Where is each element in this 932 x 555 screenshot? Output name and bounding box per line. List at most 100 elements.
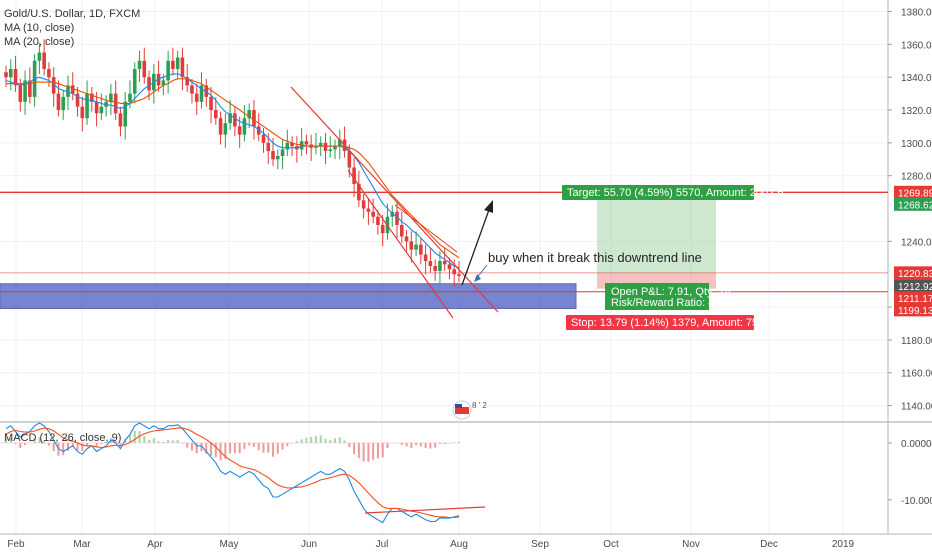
candle-body	[132, 68, 137, 94]
candle	[457, 261, 461, 283]
price-badge-bg	[894, 291, 932, 305]
candle-body	[376, 216, 380, 225]
logo-text: 8 ' 2	[472, 401, 487, 410]
target-label[interactable]: Target: 55.70 (4.59%) 5570, Amount: 2002…	[562, 185, 783, 200]
breakout-arrow[interactable]	[461, 200, 493, 286]
stop-label-text: Stop: 13.79 (1.14%) 1379, Amount: 751.78	[571, 317, 780, 329]
time-tick-label: Jun	[301, 539, 317, 550]
candle	[404, 229, 409, 252]
candle-body	[199, 85, 204, 102]
trade-position[interactable]	[597, 192, 716, 289]
price-badge[interactable]: 1199.13	[894, 303, 932, 317]
candle	[32, 54, 37, 107]
candle-body	[442, 261, 447, 265]
candle	[361, 193, 366, 219]
candle	[18, 78, 23, 112]
macd-legend[interactable]: MACD (12, 26, close, 9)	[4, 432, 122, 444]
candle-body	[290, 142, 294, 147]
candle-body	[51, 77, 56, 94]
price-badge[interactable]: 1269.89	[894, 185, 932, 200]
macd-divergence-line[interactable]	[364, 506, 486, 514]
annotation-text[interactable]: buy when it break this downtrend line	[488, 250, 702, 265]
candle	[166, 50, 170, 94]
candle	[433, 259, 437, 281]
price-badge[interactable]: 1268.62	[894, 197, 932, 212]
macd-tick-label: 0.0000	[901, 439, 932, 450]
support-zone[interactable]	[0, 283, 577, 309]
candle-body	[419, 244, 423, 255]
candle	[28, 67, 32, 104]
hint-arrow[interactable]	[474, 264, 488, 282]
candle	[323, 133, 328, 165]
candle-body	[242, 118, 247, 135]
candle	[333, 139, 337, 160]
downtrend-line-upper[interactable]	[290, 86, 499, 313]
candle	[214, 96, 218, 125]
candle-body	[123, 101, 128, 127]
candle	[80, 96, 85, 132]
candle-body	[457, 274, 461, 276]
candle-body	[75, 93, 80, 107]
candle-body	[228, 113, 232, 124]
candle-body	[109, 93, 113, 102]
candle-body	[28, 80, 32, 97]
time-tick-label: 2019	[832, 539, 855, 550]
candle	[299, 128, 304, 156]
candle	[280, 139, 285, 170]
candle-body	[161, 80, 166, 86]
price-badge[interactable]: 1212.92	[894, 279, 932, 293]
candle-body	[214, 110, 218, 119]
time-tick-label: May	[220, 539, 239, 550]
logo-canton	[455, 404, 462, 408]
candle	[137, 50, 142, 83]
candle-body	[366, 208, 371, 212]
candle-body	[299, 141, 304, 150]
candle	[223, 113, 228, 148]
candle-body	[333, 146, 337, 150]
downtrend-line-mid[interactable]	[394, 204, 458, 253]
candle	[399, 211, 404, 244]
candle-body	[414, 244, 418, 250]
candle-body	[304, 141, 309, 145]
candle	[204, 78, 209, 107]
candle-body	[433, 266, 437, 271]
candle-body	[280, 149, 285, 156]
ma10-legend[interactable]: MA (10, close)	[4, 22, 75, 34]
candle	[37, 42, 42, 74]
price-tick-label: 1160.00	[901, 369, 932, 380]
candle	[409, 231, 414, 263]
candle	[390, 205, 395, 227]
candle	[190, 78, 194, 104]
price-badge[interactable]: 1211.17	[894, 291, 932, 305]
candle	[56, 80, 61, 117]
candle	[123, 91, 128, 140]
downtrend-line-lower[interactable]	[347, 169, 454, 319]
price-badge[interactable]: 1220.83	[894, 266, 932, 280]
ma20-line	[6, 78, 460, 259]
candle	[414, 231, 418, 257]
candle	[85, 80, 89, 125]
candle	[75, 87, 80, 117]
ma20-legend[interactable]: MA (20, close)	[4, 36, 75, 48]
candle	[256, 113, 261, 142]
candle	[337, 129, 342, 160]
candle-body	[318, 142, 323, 147]
candle	[276, 149, 280, 170]
stop-label-bg	[566, 315, 754, 330]
candle	[261, 128, 266, 153]
candle-body	[323, 142, 328, 152]
candle-body	[233, 113, 237, 127]
macd-tick-label: -10.0000	[901, 496, 932, 507]
candle	[314, 133, 318, 155]
candle-body	[266, 142, 271, 152]
candle	[104, 95, 108, 117]
candle-body	[352, 167, 356, 184]
target-zone[interactable]	[597, 192, 716, 273]
stop-label[interactable]: Stop: 13.79 (1.14%) 1379, Amount: 751.78	[566, 315, 780, 330]
candle	[185, 64, 189, 92]
ma10-line	[5, 73, 460, 269]
symbol-title[interactable]: Gold/U.S. Dollar, 1D, FXCM	[4, 8, 141, 20]
